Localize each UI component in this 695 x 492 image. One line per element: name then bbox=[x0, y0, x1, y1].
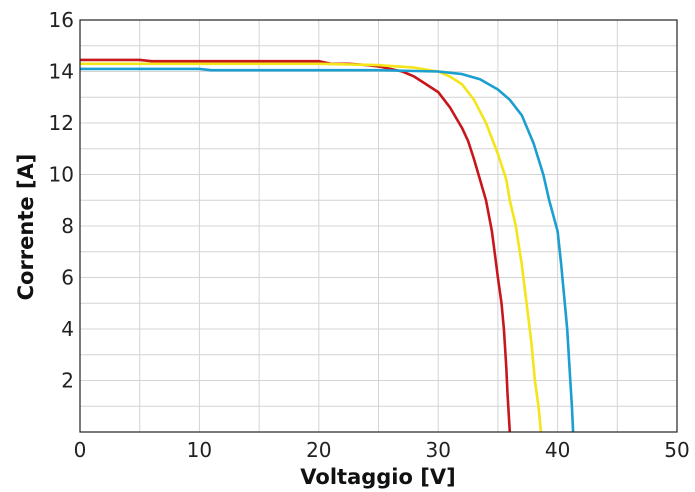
x-axis-title: Voltaggio [V] bbox=[300, 465, 455, 489]
x-tick-label: 30 bbox=[425, 438, 450, 462]
x-tick-label: 0 bbox=[74, 438, 87, 462]
y-tick-label: 4 bbox=[61, 317, 74, 341]
series-line-3 bbox=[80, 67, 575, 433]
x-tick-label: 20 bbox=[306, 438, 331, 462]
plot-frame bbox=[79, 19, 678, 433]
grid bbox=[79, 19, 678, 433]
y-tick-label: 10 bbox=[49, 163, 74, 187]
x-tick-label: 10 bbox=[187, 438, 212, 462]
y-tick-label: 6 bbox=[61, 266, 74, 290]
x-tick-labels: 0 10 20 30 40 50 bbox=[74, 438, 690, 462]
series-group bbox=[80, 58, 575, 433]
y-axis-title: Corrente [A] bbox=[14, 154, 38, 301]
y-tick-label: 2 bbox=[61, 369, 74, 393]
x-tick-label: 50 bbox=[664, 438, 689, 462]
x-tick-label: 40 bbox=[545, 438, 570, 462]
y-tick-label: 8 bbox=[61, 214, 74, 238]
y-tick-label: 16 bbox=[49, 8, 74, 32]
y-tick-label: 12 bbox=[49, 111, 74, 135]
y-tick-label: 14 bbox=[49, 60, 74, 84]
series-line-1 bbox=[80, 58, 512, 433]
y-tick-labels: 2 4 6 8 10 12 14 16 bbox=[49, 8, 74, 393]
series-line-2 bbox=[80, 62, 543, 433]
